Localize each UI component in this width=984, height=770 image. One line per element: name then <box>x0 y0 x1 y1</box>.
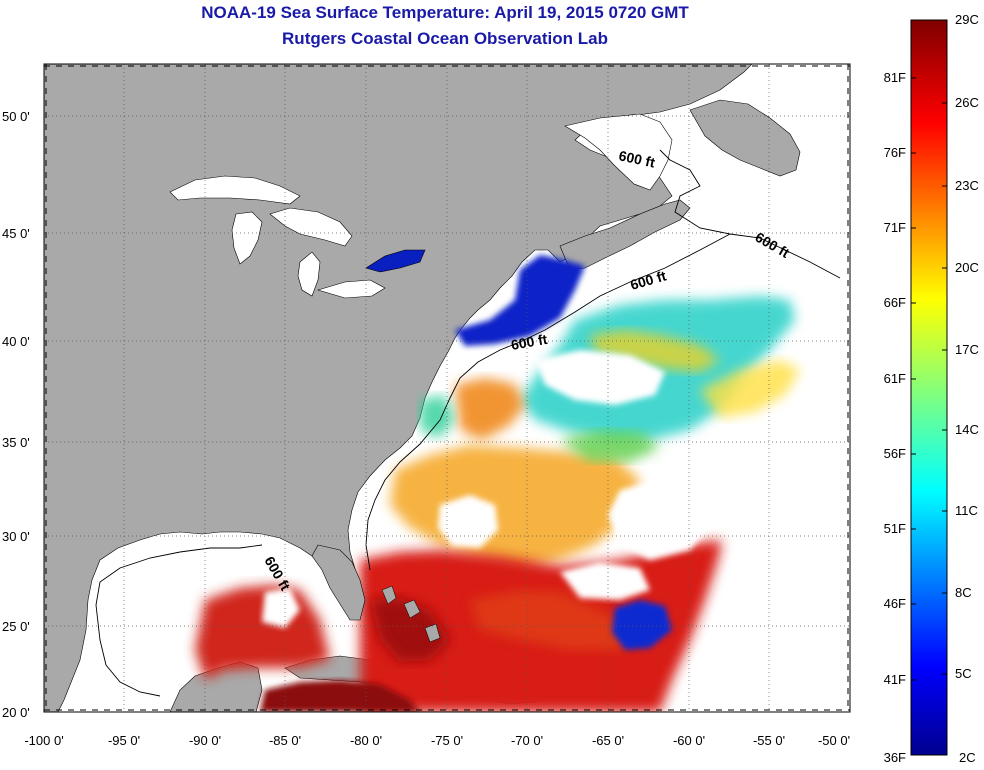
colorbar-c-label: 11C <box>955 503 978 518</box>
graticule <box>44 64 850 712</box>
colorbar-f-label: 76F <box>884 145 906 160</box>
lat-tick-label: 35 0' <box>2 435 30 450</box>
colorbar-c-label: 20C <box>955 260 979 275</box>
lat-tick-label: 40 0' <box>2 334 30 349</box>
lon-tick-label: -70 0' <box>511 733 543 748</box>
lon-tick-label: -85 0' <box>269 733 301 748</box>
lon-tick-label: -60 0' <box>673 733 705 748</box>
longitude-axis: -100 0' -95 0' -90 0' -85 0' -80 0' -75 … <box>24 733 850 748</box>
land-florida <box>311 544 366 621</box>
isobath-label-4: 600 ft <box>510 331 549 353</box>
lon-tick-label: -55 0' <box>753 733 785 748</box>
isobath-label-1: 600 ft <box>617 147 656 170</box>
lat-tick-label: 45 0' <box>2 226 30 241</box>
map-border-ticks <box>44 64 850 712</box>
map-frame <box>43 63 851 713</box>
colorbar-f-label: 66F <box>884 295 906 310</box>
map-title: NOAA-19 Sea Surface Temperature: April 1… <box>201 3 689 22</box>
lat-tick-label: 25 0' <box>2 619 30 634</box>
colorbar-c-label: 23C <box>955 178 979 193</box>
colorbar-c-label: 17C <box>955 342 979 357</box>
colorbar-c-label: 8C <box>955 585 972 600</box>
lat-tick-label: 50 0' <box>2 109 30 124</box>
land-bahamas <box>381 585 441 643</box>
lon-tick-label: -65 0' <box>592 733 624 748</box>
lon-tick-label: -95 0' <box>108 733 140 748</box>
colorbar-c-label: 2C <box>959 750 976 765</box>
latitude-axis: 20 0' 25 0' 30 0' 35 0' 40 0' 45 0' 50 0… <box>2 109 30 720</box>
isobath-600ft <box>95 149 841 697</box>
colorbar-f-label: 36F <box>884 750 906 765</box>
land-nova-scotia <box>559 199 691 271</box>
lake-ontario-sst <box>365 249 426 273</box>
lon-tick-label: -50 0' <box>818 733 850 748</box>
colorbar-f-label: 46F <box>884 596 906 611</box>
colorbar-c-label: 29C <box>955 12 979 27</box>
colorbar-f-label: 41F <box>884 672 906 687</box>
lat-tick-label: 20 0' <box>2 705 30 720</box>
lon-tick-label: -75 0' <box>431 733 463 748</box>
great-lakes <box>169 175 386 299</box>
colorbar-c-label: 14C <box>955 422 979 437</box>
map-subtitle: Rutgers Coastal Ocean Observation Lab <box>282 29 608 48</box>
lon-tick-label: -100 0' <box>24 733 63 748</box>
colorbar-c-label: 5C <box>955 666 972 681</box>
colorbar-f-label: 81F <box>884 70 906 85</box>
lon-tick-label: -90 0' <box>189 733 221 748</box>
lat-tick-label: 30 0' <box>2 529 30 544</box>
lon-tick-label: -80 0' <box>350 733 382 748</box>
colorbar-f-label: 61F <box>884 371 906 386</box>
colorbar-f-label: 51F <box>884 521 906 536</box>
colorbar-f-label: 71F <box>884 220 906 235</box>
colorbar <box>910 19 948 756</box>
land-newfoundland <box>689 99 801 177</box>
gulf-of-st-lawrence <box>564 113 673 191</box>
colorbar-ticks <box>911 77 947 681</box>
colorbar-celsius-labels: 29C 26C 23C 20C 17C 14C 11C 8C 5C 2C <box>955 12 979 765</box>
colorbar-fahrenheit-labels: 81F 76F 71F 66F 61F 56F 51F 46F 41F 36F <box>884 70 906 765</box>
colorbar-c-label: 26C <box>955 95 979 110</box>
colorbar-f-label: 56F <box>884 446 906 461</box>
